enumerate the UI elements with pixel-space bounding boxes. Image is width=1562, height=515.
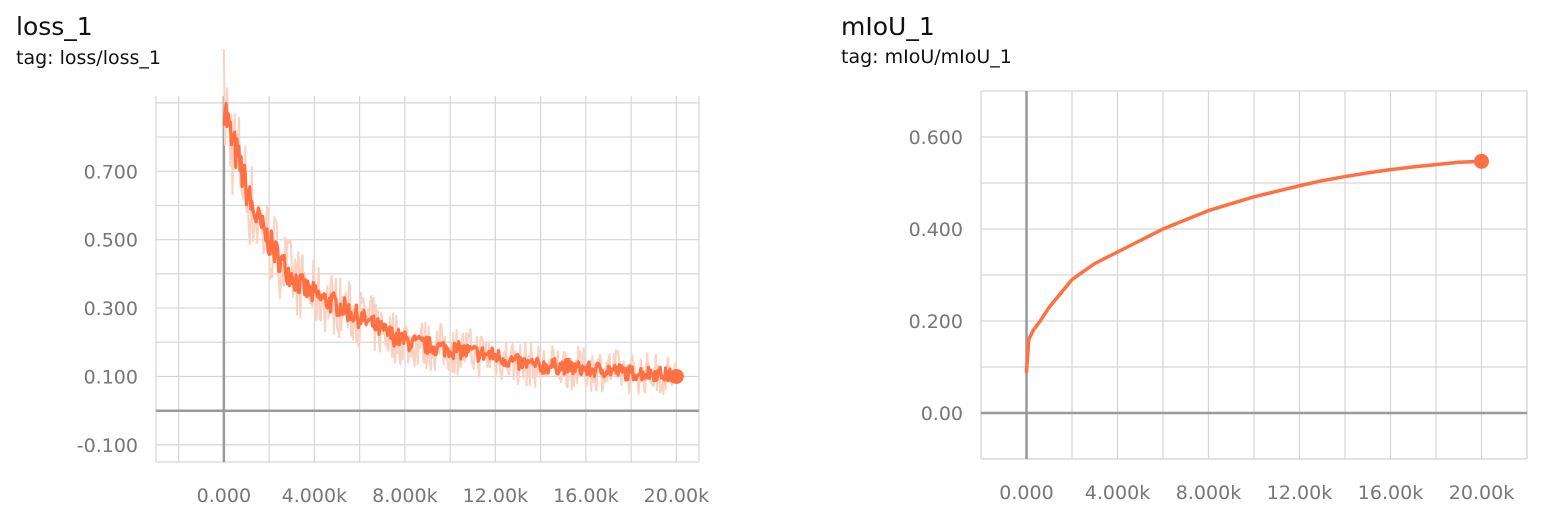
loss-chart-panel: loss_1 tag: loss/loss_1 -0.100 0.100 0.300… xyxy=(0,0,720,515)
y-tick-label: 0.00 xyxy=(921,403,963,425)
x-tick-label: 20.00k xyxy=(1449,482,1514,504)
x-tick-label: 12.00k xyxy=(463,485,528,507)
series-line xyxy=(222,101,678,383)
x-tick-label: 16.00k xyxy=(1358,482,1423,504)
x-tick-label: 20.00k xyxy=(644,485,709,507)
y-tick-label: 0.100 xyxy=(84,366,138,388)
x-tick-label: 0.000 xyxy=(999,482,1053,504)
y-tick-label: 0.300 xyxy=(84,298,138,320)
chart-title: mIoU_1 xyxy=(841,12,935,41)
miou-chart-plot[interactable]: 0.00 0.200 0.400 0.600 0.000 4.000k 8.000k 12.0… xyxy=(800,0,1562,515)
x-tick-label: 12.00k xyxy=(1267,482,1332,504)
series-end-point xyxy=(668,368,684,384)
y-tick-label: 0.400 xyxy=(909,219,963,241)
x-tick-label: 0.000 xyxy=(197,485,251,507)
y-tick-label: 0.500 xyxy=(84,230,138,252)
y-tick-label: -0.100 xyxy=(77,435,138,457)
loss-chart-plot[interactable]: -0.100 0.100 0.300 0.500 0.700 0.000 4.000k 8.0… xyxy=(0,0,720,515)
x-tick-label: 8.000k xyxy=(1176,482,1241,504)
y-tick-label: 0.200 xyxy=(909,311,963,333)
x-tick-label: 16.00k xyxy=(553,485,618,507)
x-tick-label: 4.000k xyxy=(1085,482,1150,504)
x-tick-label: 4.000k xyxy=(282,485,347,507)
chart-tag: tag: mIoU/mIoU_1 xyxy=(841,46,1012,68)
series-line xyxy=(1024,159,1484,374)
miou-chart-panel: mIoU_1 tag: mIoU/mIoU_1 0.00 0.200 0.400 0.… xyxy=(800,0,1562,515)
chart-title: loss_1 xyxy=(16,12,93,41)
chart-tag: tag: loss/loss_1 xyxy=(16,47,161,69)
x-tick-label: 8.000k xyxy=(372,485,437,507)
y-tick-label: 0.700 xyxy=(84,161,138,183)
series-end-point xyxy=(1474,153,1489,169)
y-tick-label: 0.600 xyxy=(909,127,963,149)
